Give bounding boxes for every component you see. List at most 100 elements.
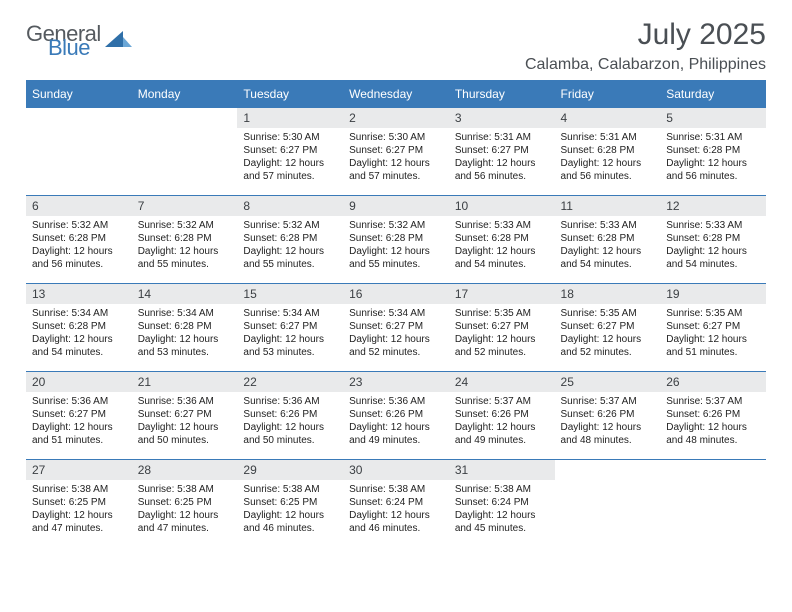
daylight-line: Daylight: 12 hours and 52 minutes.	[455, 333, 549, 359]
day-number: 29	[237, 460, 343, 480]
calendar-day-cell: 14Sunrise: 5:34 AMSunset: 6:28 PMDayligh…	[132, 284, 238, 372]
calendar-day-cell: 18Sunrise: 5:35 AMSunset: 6:27 PMDayligh…	[555, 284, 661, 372]
calendar-day-cell: 31Sunrise: 5:38 AMSunset: 6:24 PMDayligh…	[449, 460, 555, 548]
day-number: 23	[343, 372, 449, 392]
day-details: Sunrise: 5:37 AMSunset: 6:26 PMDaylight:…	[555, 392, 661, 449]
sunrise-line: Sunrise: 5:34 AM	[349, 307, 443, 320]
daylight-line: Daylight: 12 hours and 47 minutes.	[138, 509, 232, 535]
weekday-header: Thursday	[449, 81, 555, 108]
day-details: Sunrise: 5:31 AMSunset: 6:28 PMDaylight:…	[555, 128, 661, 185]
day-number: 3	[449, 108, 555, 128]
day-number: 22	[237, 372, 343, 392]
sunset-line: Sunset: 6:28 PM	[138, 320, 232, 333]
sunrise-line: Sunrise: 5:38 AM	[138, 483, 232, 496]
day-details: Sunrise: 5:35 AMSunset: 6:27 PMDaylight:…	[449, 304, 555, 361]
sunrise-line: Sunrise: 5:36 AM	[243, 395, 337, 408]
calendar-empty-cell	[26, 108, 132, 196]
day-details: Sunrise: 5:32 AMSunset: 6:28 PMDaylight:…	[132, 216, 238, 273]
sunrise-line: Sunrise: 5:36 AM	[349, 395, 443, 408]
daylight-line: Daylight: 12 hours and 50 minutes.	[138, 421, 232, 447]
sunset-line: Sunset: 6:27 PM	[349, 144, 443, 157]
daylight-line: Daylight: 12 hours and 51 minutes.	[666, 333, 760, 359]
day-details: Sunrise: 5:32 AMSunset: 6:28 PMDaylight:…	[343, 216, 449, 273]
daylight-line: Daylight: 12 hours and 55 minutes.	[243, 245, 337, 271]
day-details: Sunrise: 5:30 AMSunset: 6:27 PMDaylight:…	[343, 128, 449, 185]
calendar-day-cell: 16Sunrise: 5:34 AMSunset: 6:27 PMDayligh…	[343, 284, 449, 372]
day-number: 27	[26, 460, 132, 480]
sunrise-line: Sunrise: 5:30 AM	[243, 131, 337, 144]
calendar-table: SundayMondayTuesdayWednesdayThursdayFrid…	[26, 80, 766, 548]
calendar-page: General Blue July 2025 Calamba, Calabarz…	[0, 0, 792, 558]
calendar-day-cell: 7Sunrise: 5:32 AMSunset: 6:28 PMDaylight…	[132, 196, 238, 284]
sunrise-line: Sunrise: 5:31 AM	[666, 131, 760, 144]
calendar-empty-cell	[132, 108, 238, 196]
day-details: Sunrise: 5:38 AMSunset: 6:24 PMDaylight:…	[343, 480, 449, 537]
calendar-day-cell: 27Sunrise: 5:38 AMSunset: 6:25 PMDayligh…	[26, 460, 132, 548]
logo-triangle-icon	[105, 29, 133, 54]
sunrise-line: Sunrise: 5:38 AM	[32, 483, 126, 496]
calendar-day-cell: 26Sunrise: 5:37 AMSunset: 6:26 PMDayligh…	[660, 372, 766, 460]
calendar-day-cell: 2Sunrise: 5:30 AMSunset: 6:27 PMDaylight…	[343, 108, 449, 196]
calendar-day-cell: 20Sunrise: 5:36 AMSunset: 6:27 PMDayligh…	[26, 372, 132, 460]
daylight-line: Daylight: 12 hours and 48 minutes.	[561, 421, 655, 447]
sunrise-line: Sunrise: 5:34 AM	[32, 307, 126, 320]
calendar-day-cell: 11Sunrise: 5:33 AMSunset: 6:28 PMDayligh…	[555, 196, 661, 284]
sunset-line: Sunset: 6:27 PM	[32, 408, 126, 421]
sunrise-line: Sunrise: 5:32 AM	[243, 219, 337, 232]
sunset-line: Sunset: 6:26 PM	[666, 408, 760, 421]
day-details: Sunrise: 5:38 AMSunset: 6:25 PMDaylight:…	[237, 480, 343, 537]
calendar-day-cell: 13Sunrise: 5:34 AMSunset: 6:28 PMDayligh…	[26, 284, 132, 372]
daylight-line: Daylight: 12 hours and 54 minutes.	[666, 245, 760, 271]
day-details: Sunrise: 5:30 AMSunset: 6:27 PMDaylight:…	[237, 128, 343, 185]
sunset-line: Sunset: 6:28 PM	[561, 144, 655, 157]
daylight-line: Daylight: 12 hours and 49 minutes.	[349, 421, 443, 447]
sunset-line: Sunset: 6:28 PM	[666, 144, 760, 157]
calendar-day-cell: 19Sunrise: 5:35 AMSunset: 6:27 PMDayligh…	[660, 284, 766, 372]
weekday-header: Friday	[555, 81, 661, 108]
calendar-week-row: 1Sunrise: 5:30 AMSunset: 6:27 PMDaylight…	[26, 108, 766, 196]
calendar-day-cell: 17Sunrise: 5:35 AMSunset: 6:27 PMDayligh…	[449, 284, 555, 372]
day-number: 2	[343, 108, 449, 128]
calendar-week-row: 20Sunrise: 5:36 AMSunset: 6:27 PMDayligh…	[26, 372, 766, 460]
calendar-day-cell: 5Sunrise: 5:31 AMSunset: 6:28 PMDaylight…	[660, 108, 766, 196]
sunset-line: Sunset: 6:26 PM	[561, 408, 655, 421]
daylight-line: Daylight: 12 hours and 45 minutes.	[455, 509, 549, 535]
day-number: 30	[343, 460, 449, 480]
day-details: Sunrise: 5:33 AMSunset: 6:28 PMDaylight:…	[555, 216, 661, 273]
day-number: 6	[26, 196, 132, 216]
day-details: Sunrise: 5:38 AMSunset: 6:25 PMDaylight:…	[132, 480, 238, 537]
sunset-line: Sunset: 6:27 PM	[243, 144, 337, 157]
calendar-week-row: 27Sunrise: 5:38 AMSunset: 6:25 PMDayligh…	[26, 460, 766, 548]
weekday-header: Wednesday	[343, 81, 449, 108]
logo-text: General Blue	[26, 24, 101, 58]
calendar-day-cell: 23 Sunrise: 5:36 AMSunset: 6:26 PMDayligh…	[343, 372, 449, 460]
calendar-day-cell: 1Sunrise: 5:30 AMSunset: 6:27 PMDaylight…	[237, 108, 343, 196]
sunset-line: Sunset: 6:28 PM	[32, 320, 126, 333]
sunset-line: Sunset: 6:25 PM	[243, 496, 337, 509]
sunrise-line: Sunrise: 5:37 AM	[666, 395, 760, 408]
sunrise-line: Sunrise: 5:38 AM	[455, 483, 549, 496]
day-number: 20	[26, 372, 132, 392]
calendar-day-cell: 22Sunrise: 5:36 AMSunset: 6:26 PMDayligh…	[237, 372, 343, 460]
daylight-line: Daylight: 12 hours and 54 minutes.	[32, 333, 126, 359]
sunset-line: Sunset: 6:27 PM	[666, 320, 760, 333]
sunset-line: Sunset: 6:27 PM	[455, 320, 549, 333]
calendar-day-cell: 25Sunrise: 5:37 AMSunset: 6:26 PMDayligh…	[555, 372, 661, 460]
calendar-body: 1Sunrise: 5:30 AMSunset: 6:27 PMDaylight…	[26, 108, 766, 548]
calendar-empty-cell	[660, 460, 766, 548]
sunset-line: Sunset: 6:24 PM	[349, 496, 443, 509]
daylight-line: Daylight: 12 hours and 48 minutes.	[666, 421, 760, 447]
page-header: General Blue July 2025 Calamba, Calabarz…	[26, 18, 766, 74]
logo-word-2: Blue	[48, 38, 101, 58]
daylight-line: Daylight: 12 hours and 51 minutes.	[32, 421, 126, 447]
sunset-line: Sunset: 6:25 PM	[32, 496, 126, 509]
sunset-line: Sunset: 6:24 PM	[455, 496, 549, 509]
calendar-day-cell: 9Sunrise: 5:32 AMSunset: 6:28 PMDaylight…	[343, 196, 449, 284]
daylight-line: Daylight: 12 hours and 46 minutes.	[243, 509, 337, 535]
calendar-day-cell: 4Sunrise: 5:31 AMSunset: 6:28 PMDaylight…	[555, 108, 661, 196]
daylight-line: Daylight: 12 hours and 54 minutes.	[561, 245, 655, 271]
calendar-day-cell: 8Sunrise: 5:32 AMSunset: 6:28 PMDaylight…	[237, 196, 343, 284]
calendar-day-cell: 28Sunrise: 5:38 AMSunset: 6:25 PMDayligh…	[132, 460, 238, 548]
sunset-line: Sunset: 6:26 PM	[349, 408, 443, 421]
title-block: July 2025 Calamba, Calabarzon, Philippin…	[525, 18, 766, 74]
